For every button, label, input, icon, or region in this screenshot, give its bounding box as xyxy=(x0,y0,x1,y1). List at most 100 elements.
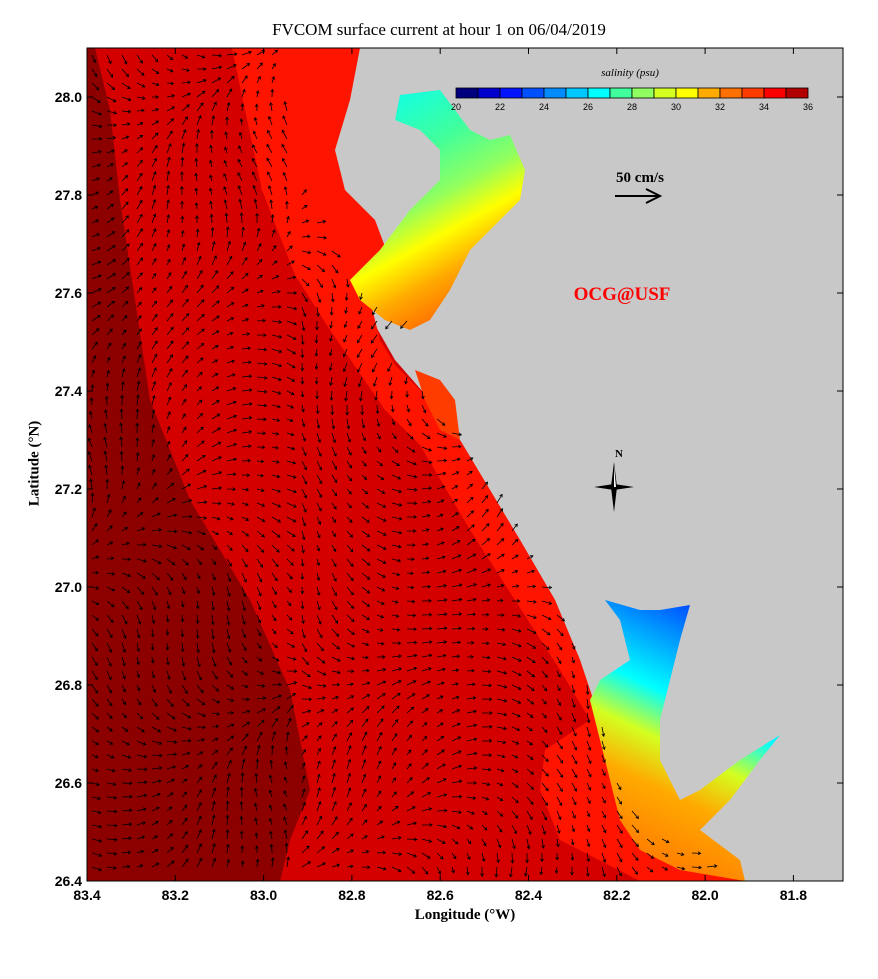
current-arrow xyxy=(436,866,442,875)
current-arrow xyxy=(91,726,100,733)
current-arrow xyxy=(181,454,189,462)
current-arrow xyxy=(391,762,397,770)
current-arrow xyxy=(481,782,491,787)
current-arrow xyxy=(121,794,133,799)
current-arrow xyxy=(346,695,355,700)
current-arrow xyxy=(150,656,155,664)
current-arrow xyxy=(211,501,222,506)
current-arrow xyxy=(451,682,459,686)
current-arrow xyxy=(526,698,535,705)
current-arrow xyxy=(151,68,160,74)
current-arrow xyxy=(241,642,247,652)
current-arrow xyxy=(301,788,306,798)
current-arrow xyxy=(406,653,418,658)
current-arrow xyxy=(166,544,178,550)
current-arrow xyxy=(256,684,266,688)
current-arrow xyxy=(91,810,102,815)
current-arrow xyxy=(241,88,246,98)
current-arrow xyxy=(331,816,338,826)
current-arrow xyxy=(406,791,415,798)
current-arrow xyxy=(331,733,337,742)
current-arrow xyxy=(181,327,190,336)
current-arrow xyxy=(570,866,574,876)
current-arrow xyxy=(239,801,244,812)
current-arrow xyxy=(241,697,250,702)
current-arrow xyxy=(376,655,386,659)
current-arrow xyxy=(346,732,353,742)
current-arrow xyxy=(238,145,243,154)
current-arrow xyxy=(211,628,215,640)
current-arrow xyxy=(151,670,156,679)
current-arrow xyxy=(270,744,275,756)
current-arrow xyxy=(241,745,247,756)
current-arrow xyxy=(391,836,402,840)
current-arrow xyxy=(151,806,160,812)
current-arrow xyxy=(301,460,307,471)
current-arrow xyxy=(104,395,109,406)
current-arrow xyxy=(586,824,591,833)
current-arrow xyxy=(361,530,371,538)
current-arrow xyxy=(496,838,502,849)
colorbar-bin xyxy=(675,87,699,99)
current-arrow xyxy=(180,230,185,238)
current-arrow xyxy=(256,558,264,568)
current-arrow xyxy=(196,440,205,448)
current-arrow xyxy=(209,200,213,210)
current-arrow xyxy=(466,737,478,742)
current-arrow xyxy=(346,586,354,596)
current-arrow xyxy=(196,776,203,784)
current-arrow xyxy=(106,110,118,115)
current-arrow xyxy=(481,481,489,490)
current-arrow xyxy=(556,642,563,651)
current-arrow xyxy=(391,667,403,672)
current-arrow xyxy=(151,258,157,266)
current-arrow xyxy=(91,796,101,801)
current-arrow xyxy=(91,600,100,606)
current-arrow xyxy=(316,628,323,639)
current-arrow xyxy=(226,723,235,728)
current-arrow xyxy=(316,432,322,443)
current-arrow xyxy=(121,836,132,841)
current-arrow xyxy=(181,738,192,743)
current-arrow xyxy=(196,764,203,770)
current-arrow xyxy=(286,558,294,566)
current-arrow xyxy=(241,62,251,70)
current-arrow xyxy=(106,823,118,828)
current-arrow xyxy=(436,763,446,770)
current-arrow xyxy=(89,410,93,420)
current-arrow xyxy=(106,54,112,65)
current-arrow xyxy=(391,586,400,591)
current-arrow xyxy=(271,260,278,266)
current-arrow xyxy=(166,106,175,112)
current-arrow xyxy=(496,569,505,574)
current-arrow xyxy=(346,502,352,509)
current-arrow xyxy=(253,198,258,210)
current-arrow xyxy=(151,726,162,733)
current-arrow xyxy=(691,851,702,856)
current-arrow xyxy=(346,628,355,635)
current-arrow xyxy=(226,735,235,742)
current-arrow xyxy=(211,255,217,266)
current-arrow xyxy=(436,722,444,728)
current-arrow xyxy=(91,233,101,238)
colorbar-bin xyxy=(653,87,677,99)
north-arrow-icon xyxy=(594,462,634,512)
current-arrow xyxy=(420,390,425,400)
current-arrow xyxy=(136,740,147,746)
current-arrow xyxy=(676,852,685,857)
current-arrow xyxy=(241,416,253,420)
current-arrow xyxy=(211,656,217,667)
current-arrow xyxy=(391,732,398,742)
current-arrow xyxy=(496,782,504,787)
current-arrow xyxy=(466,553,477,560)
current-arrow xyxy=(391,614,400,618)
current-arrow xyxy=(616,810,623,820)
current-arrow xyxy=(451,444,462,449)
current-arrow xyxy=(225,116,229,126)
current-arrow xyxy=(91,137,103,141)
current-arrow xyxy=(466,626,476,631)
current-arrow xyxy=(166,285,173,294)
current-arrow xyxy=(421,722,428,728)
current-arrow xyxy=(436,793,448,798)
current-arrow xyxy=(196,386,202,392)
